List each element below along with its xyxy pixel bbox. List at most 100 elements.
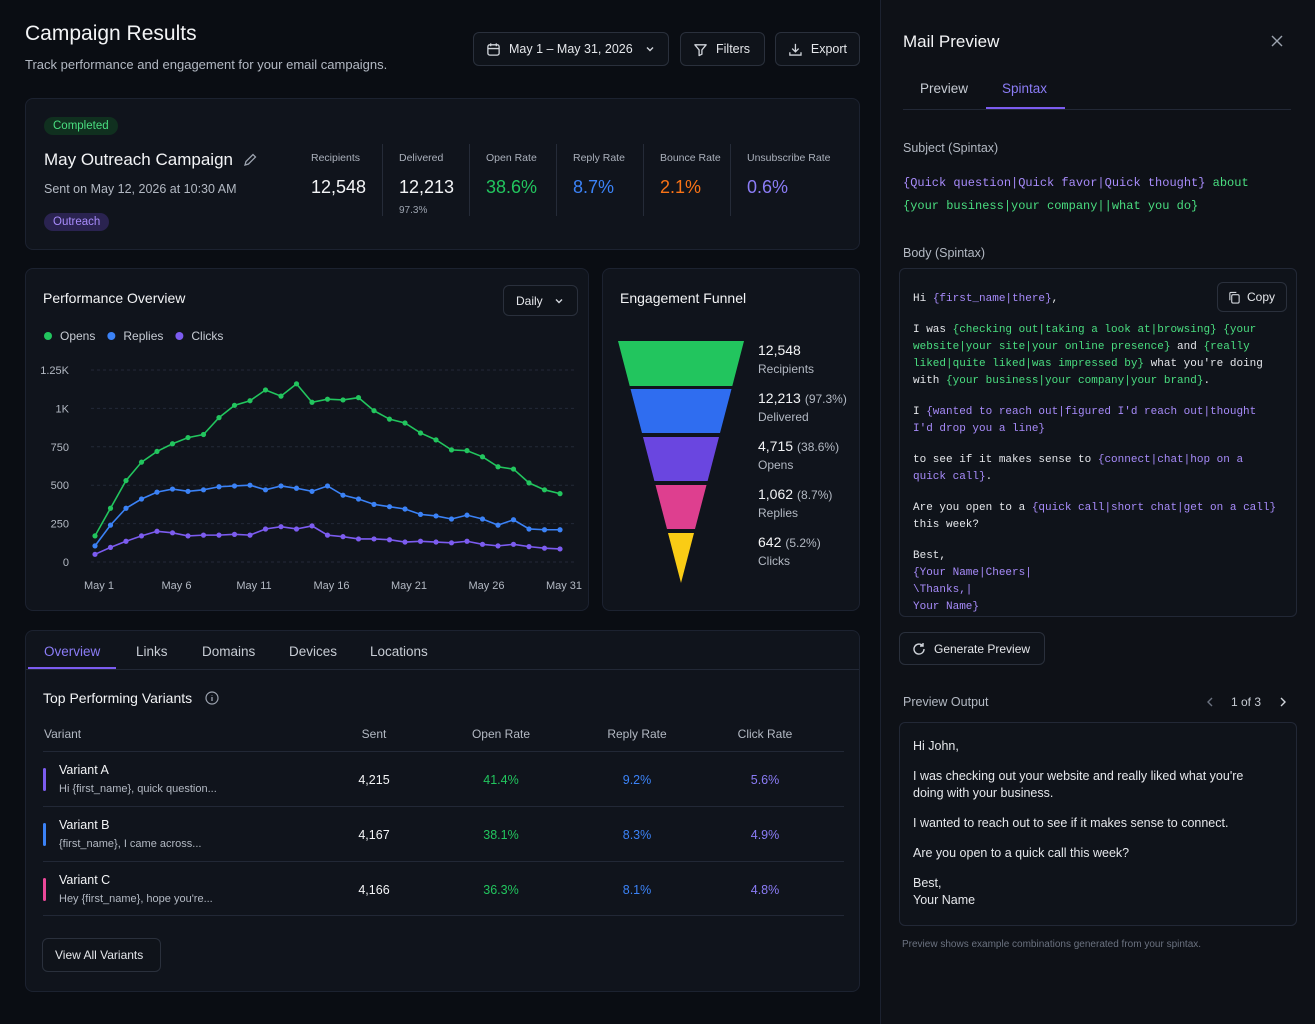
- tab-active[interactable]: Spintax: [1002, 81, 1048, 96]
- data-point: [541, 527, 548, 533]
- subject-label: Subject (Spintax): [903, 141, 999, 155]
- view-all-button[interactable]: View All Variants: [42, 938, 161, 972]
- data-point: [247, 398, 253, 404]
- variant-color-bar: [43, 878, 46, 901]
- data-point: [216, 415, 222, 421]
- data-point: [92, 533, 98, 539]
- body-spintax: Hi {first_name|there}, I was {checking ou…: [913, 291, 1281, 630]
- filters-button[interactable]: Filters: [680, 32, 765, 66]
- generate-button[interactable]: Generate Preview: [899, 632, 1045, 665]
- column-header: Reply Rate: [607, 727, 667, 741]
- funnel-card: Engagement Funnel 12,548 Recipients 12,213…: [602, 268, 860, 611]
- stat-label: Reply Rate: [573, 152, 625, 164]
- spintax-segment: {Your Name|Cheers| \Thanks,| Your Name}: [913, 567, 1032, 613]
- data-point: [123, 505, 129, 511]
- data-point: [262, 487, 269, 493]
- data-point: [231, 531, 238, 537]
- export-button[interactable]: Export: [775, 32, 860, 66]
- data-point: [355, 496, 362, 502]
- tab[interactable]: Devices: [289, 644, 338, 659]
- data-point: [371, 408, 377, 414]
- tab[interactable]: Preview: [920, 81, 969, 96]
- data-point: [557, 491, 563, 497]
- spintax-segment: .: [985, 471, 993, 483]
- stat: Recipients 12,548: [295, 144, 382, 216]
- date-range-button[interactable]: May 1 – May 31, 2026: [473, 32, 669, 66]
- subject-line: {your business|your company||what you do…: [903, 195, 1249, 218]
- copy-button[interactable]: Copy: [1217, 282, 1287, 312]
- column-header: Variant: [44, 727, 82, 741]
- period-dropdown[interactable]: Daily: [503, 285, 578, 316]
- spintax-segment: about: [1205, 176, 1249, 190]
- funnel-value-row: 12,213 (97.3%): [758, 390, 847, 408]
- spintax-segment: {really liked|quite liked|was impressed …: [913, 341, 1257, 370]
- page-subtitle: Track performance and engagement for you…: [25, 57, 388, 72]
- x-tick-label: May 21: [391, 580, 427, 592]
- next-button[interactable]: [1278, 696, 1288, 708]
- data-point: [200, 431, 207, 438]
- tab[interactable]: Locations: [370, 644, 428, 659]
- variant-preview: {first_name}, I came across...: [59, 838, 202, 850]
- funnel-value-row: 4,715 (38.6%): [758, 438, 839, 456]
- subject-line: {Quick question|Quick favor|Quick though…: [903, 172, 1249, 195]
- body-paragraph: I was {checking out|taking a look at|bro…: [913, 322, 1281, 390]
- data-point: [262, 387, 269, 393]
- close-button[interactable]: [1270, 34, 1284, 48]
- data-point: [433, 513, 439, 519]
- variant-cell: 4,215: [358, 773, 390, 787]
- tab-active[interactable]: Overview: [44, 644, 101, 659]
- prev-button[interactable]: [1205, 696, 1215, 708]
- data-point: [371, 536, 377, 542]
- stat: Unsubscribe Rate 0.6%: [730, 144, 830, 216]
- data-point: [557, 546, 563, 552]
- legend-label: Replies: [123, 329, 163, 343]
- data-point: [185, 488, 191, 494]
- download-icon: [789, 43, 802, 56]
- y-tick-label: 1.25K: [40, 365, 69, 377]
- data-point: [355, 536, 362, 542]
- preview-note: Preview shows example combinations gener…: [902, 939, 1202, 950]
- data-point: [324, 532, 331, 538]
- data-point: [293, 381, 300, 387]
- body-paragraph: Best, {Your Name|Cheers| \Thanks,| Your …: [913, 548, 1281, 616]
- edit-icon[interactable]: [243, 153, 257, 167]
- subject-spintax: {Quick question|Quick favor|Quick though…: [903, 172, 1249, 218]
- filter-icon: [694, 43, 707, 56]
- data-point: [495, 464, 501, 470]
- spintax-segment: .: [1203, 375, 1211, 387]
- spintax-segment: this week?: [913, 502, 1283, 531]
- tab[interactable]: Links: [136, 644, 168, 659]
- data-point: [107, 544, 114, 551]
- variant-cell: 36.3%: [483, 883, 519, 897]
- stat: Bounce Rate 2.1%: [643, 144, 730, 216]
- variant-cell: 4.9%: [750, 828, 780, 842]
- view-all-label: View All Variants: [55, 948, 144, 962]
- data-point: [107, 505, 114, 511]
- data-point: [448, 447, 455, 453]
- funnel-stage: [618, 341, 744, 386]
- variant-cell: 4,167: [358, 828, 390, 842]
- data-point: [247, 482, 253, 488]
- stat-sub: 97.3%: [399, 205, 428, 216]
- body-box: [899, 268, 1297, 617]
- data-point: [355, 395, 362, 401]
- column-header: Sent: [361, 727, 387, 741]
- sent-date: Sent on May 12, 2026 at 10:30 AM: [44, 182, 237, 196]
- data-point: [402, 420, 408, 426]
- data-point: [200, 487, 207, 493]
- mail-preview-panel: Mail Preview Preview Spintax Subject (Sp…: [880, 0, 1315, 1024]
- variant-cell: 38.1%: [483, 828, 519, 842]
- refresh-icon: [913, 642, 925, 655]
- variant-color-bar: [43, 768, 46, 791]
- active-tab-underline: [28, 667, 116, 669]
- data-point: [464, 512, 470, 518]
- tab[interactable]: Domains: [202, 644, 256, 659]
- spintax-segment: Hi: [913, 293, 933, 305]
- data-point: [448, 540, 455, 546]
- info-icon[interactable]: [205, 691, 219, 705]
- data-point: [123, 477, 129, 484]
- data-point: [324, 483, 331, 489]
- spintax-segment: I was: [913, 324, 953, 336]
- campaign-name: May Outreach Campaign: [44, 150, 233, 169]
- data-point: [417, 511, 424, 517]
